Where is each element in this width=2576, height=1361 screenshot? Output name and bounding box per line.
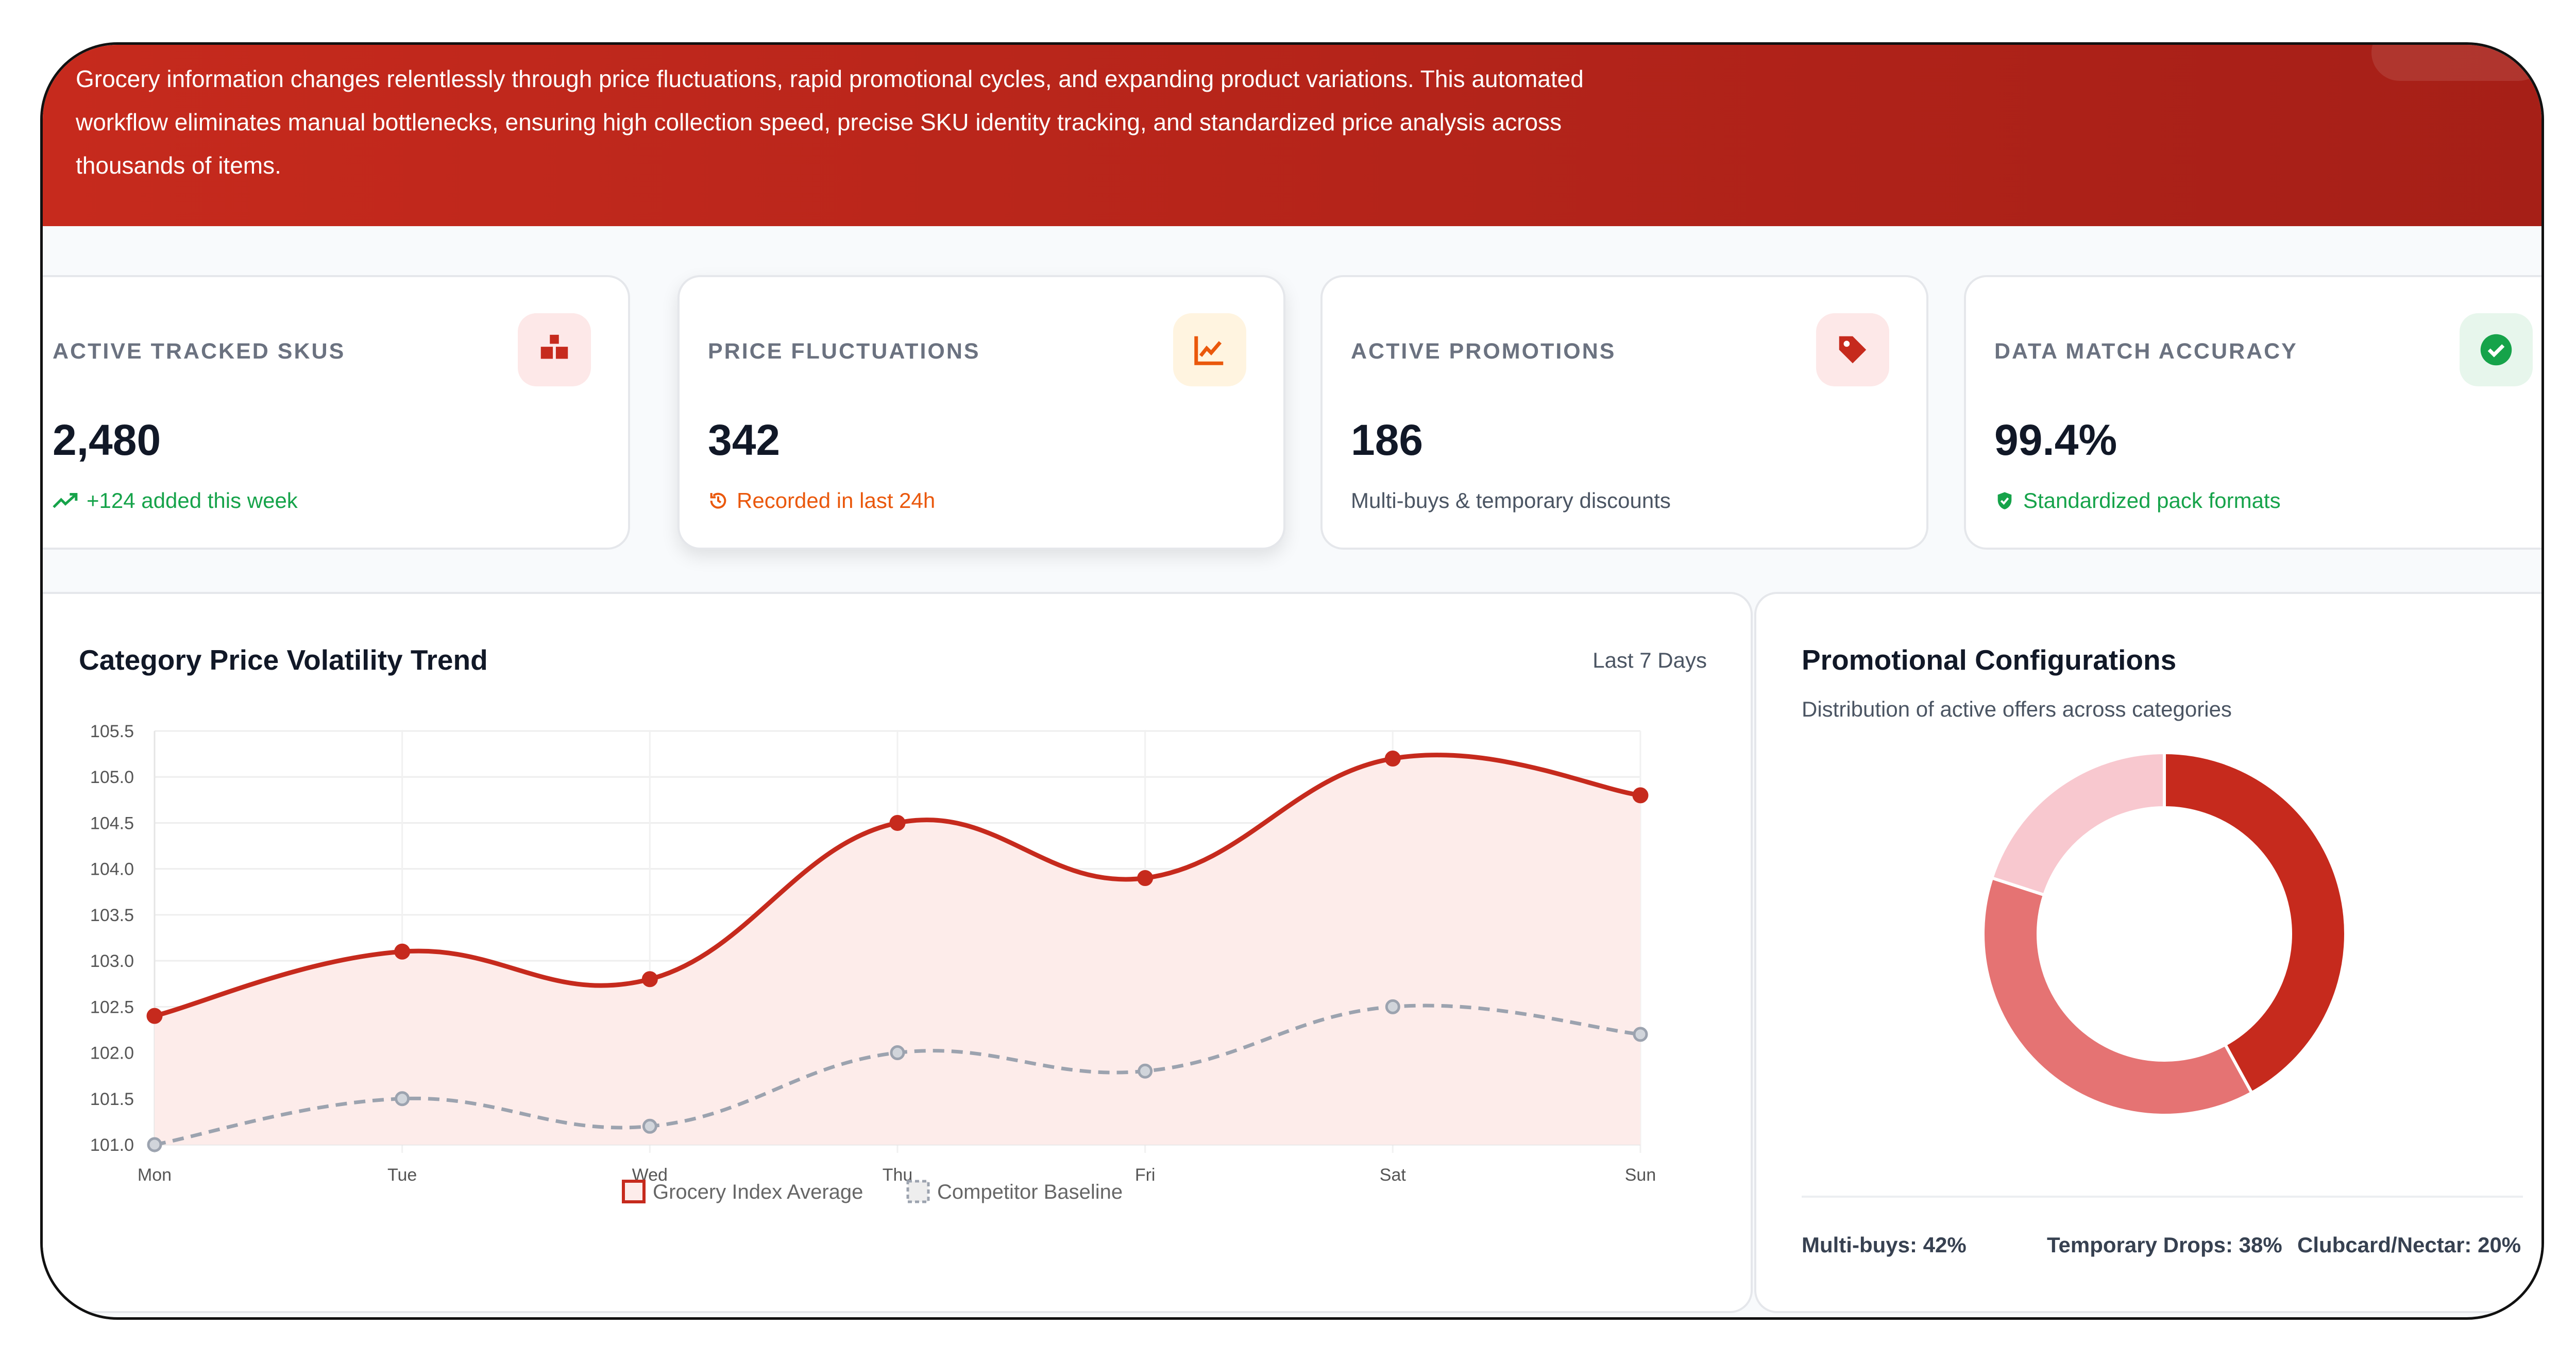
trend-up-icon <box>53 493 78 508</box>
y-tick-label: 105.0 <box>90 768 134 787</box>
price-volatility-line-chart: 105.5 105.0 104.5 104.0 103.5 103.0 102.5 102.0… <box>90 722 1656 1203</box>
promo-divider <box>1802 1196 2523 1198</box>
kpi-subtext: Multi-buys & temporary discounts <box>1351 488 1671 513</box>
competitor-point <box>642 1118 657 1134</box>
kpi-card-price-fluctuations[interactable]: PRICE FLUCTUATIONS 342 Recorded in last … <box>677 275 1285 550</box>
x-tick-label: Fri <box>1135 1165 1156 1185</box>
x-tick-label: Sun <box>1625 1165 1656 1185</box>
grocery-index-point <box>1137 870 1154 887</box>
kpi-value: 2,480 <box>53 416 161 464</box>
grocery-index-point <box>1384 751 1401 767</box>
y-tick-label: 104.0 <box>90 860 134 879</box>
competitor-point <box>890 1045 905 1061</box>
donut-slice-multi-buys <box>2163 751 2347 1095</box>
check-circle-icon <box>2460 313 2533 386</box>
kpi-value: 342 <box>708 416 781 464</box>
promo-legend-clubcard: Clubcard/Nectar: 20% <box>2297 1233 2521 1257</box>
competitor-point <box>1138 1063 1153 1079</box>
date-range-label[interactable]: Last 7 Days <box>1592 648 1707 672</box>
promo-config-subtitle: Distribution of active offers across cat… <box>1802 697 2232 721</box>
promo-legend-multibuys: Multi-buys: 42% <box>1802 1233 1967 1257</box>
promo-config-title: Promotional Configurations <box>1802 644 2177 676</box>
grocery-index-point <box>146 1008 163 1024</box>
y-tick-label: 105.5 <box>90 722 134 741</box>
y-tick-label: 101.5 <box>90 1090 134 1109</box>
kpi-label: ACTIVE TRACKED SKUS <box>53 339 346 364</box>
kpi-subtext-label: +124 added this week <box>87 488 298 513</box>
donut-slice-temporary-drops <box>1981 876 2254 1117</box>
legend-label-grocery-index: Grocery Index Average <box>653 1181 863 1203</box>
dashboard-frame: Grocery information changes relentlessly… <box>40 42 2544 1320</box>
promo-donut-chart <box>1981 751 2347 1117</box>
series-area-grocery-index <box>155 755 1640 1145</box>
kpi-card-active-skus[interactable]: ACTIVE TRACKED SKUS 2,480 +124 added thi… <box>43 275 630 550</box>
y-tick-label: 104.5 <box>90 813 134 833</box>
y-tick-label: 103.0 <box>90 951 134 971</box>
kpi-value: 186 <box>1351 416 1423 464</box>
kpi-value: 99.4% <box>1994 416 2117 464</box>
header-banner: Grocery information changes relentlessly… <box>43 45 2541 226</box>
kpi-subtext-label: Multi-buys & temporary discounts <box>1351 488 1671 513</box>
banner-line-1: Grocery information changes relentlessly… <box>76 65 1584 92</box>
competitor-point <box>1385 999 1400 1014</box>
boxes-icon <box>518 313 591 386</box>
x-tick-label: Sat <box>1380 1165 1406 1185</box>
kpi-label: PRICE FLUCTUATIONS <box>708 339 980 364</box>
y-tick-label: 102.0 <box>90 1044 134 1063</box>
price-trend-card: Category Price Volatility Trend Last 7 D… <box>43 592 1753 1313</box>
promo-legend-temporary-drops: Temporary Drops: 38% <box>2047 1233 2282 1257</box>
kpi-subtext: Recorded in last 24h <box>708 488 935 513</box>
kpi-subtext: +124 added this week <box>53 488 298 513</box>
kpi-label: ACTIVE PROMOTIONS <box>1351 339 1616 364</box>
price-trend-title: Category Price Volatility Trend <box>79 644 488 676</box>
y-tick-label: 103.5 <box>90 906 134 925</box>
kpi-card-data-accuracy[interactable]: DATA MATCH ACCURACY 99.4% Standardized p… <box>1964 275 2541 550</box>
competitor-point <box>395 1091 410 1107</box>
line-chart-icon <box>1173 313 1246 386</box>
grocery-index-point <box>1632 787 1649 804</box>
competitor-point <box>1633 1027 1648 1042</box>
kpi-subtext: Standardized pack formats <box>1994 488 2281 513</box>
y-tick-label: 101.0 <box>90 1135 134 1155</box>
kpi-subtext-label: Standardized pack formats <box>2023 488 2281 513</box>
x-tick-label: Tue <box>387 1165 417 1185</box>
x-tick-label: Mon <box>138 1165 172 1185</box>
competitor-point <box>147 1137 162 1152</box>
banner-description: Grocery information changes relentlessly… <box>76 57 1827 187</box>
promo-config-card: Promotional Configurations Distribution … <box>1754 592 2541 1313</box>
kpi-card-active-promotions[interactable]: ACTIVE PROMOTIONS 186 Multi-buys & tempo… <box>1320 275 1928 550</box>
legend-label-competitor-baseline: Competitor Baseline <box>937 1181 1123 1203</box>
y-tick-label: 102.5 <box>90 997 134 1017</box>
tag-icon <box>1816 313 1889 386</box>
shield-check-icon <box>1997 492 2012 509</box>
banner-line-3: thousands of items. <box>76 152 281 179</box>
kpi-subtext-label: Recorded in last 24h <box>737 488 936 513</box>
donut-slice-clubcard-nectar <box>1990 751 2166 897</box>
grocery-index-point <box>394 943 411 960</box>
banner-line-2: workflow eliminates manual bottlenecks, … <box>76 109 1562 135</box>
legend-swatch-competitor-baseline <box>906 1180 930 1203</box>
banner-pill <box>2371 45 2541 81</box>
grocery-index-point <box>641 971 658 988</box>
kpi-label: DATA MATCH ACCURACY <box>1994 339 2298 364</box>
history-icon <box>710 492 726 509</box>
grocery-index-point <box>889 814 906 831</box>
legend-swatch-grocery-index <box>622 1180 646 1203</box>
